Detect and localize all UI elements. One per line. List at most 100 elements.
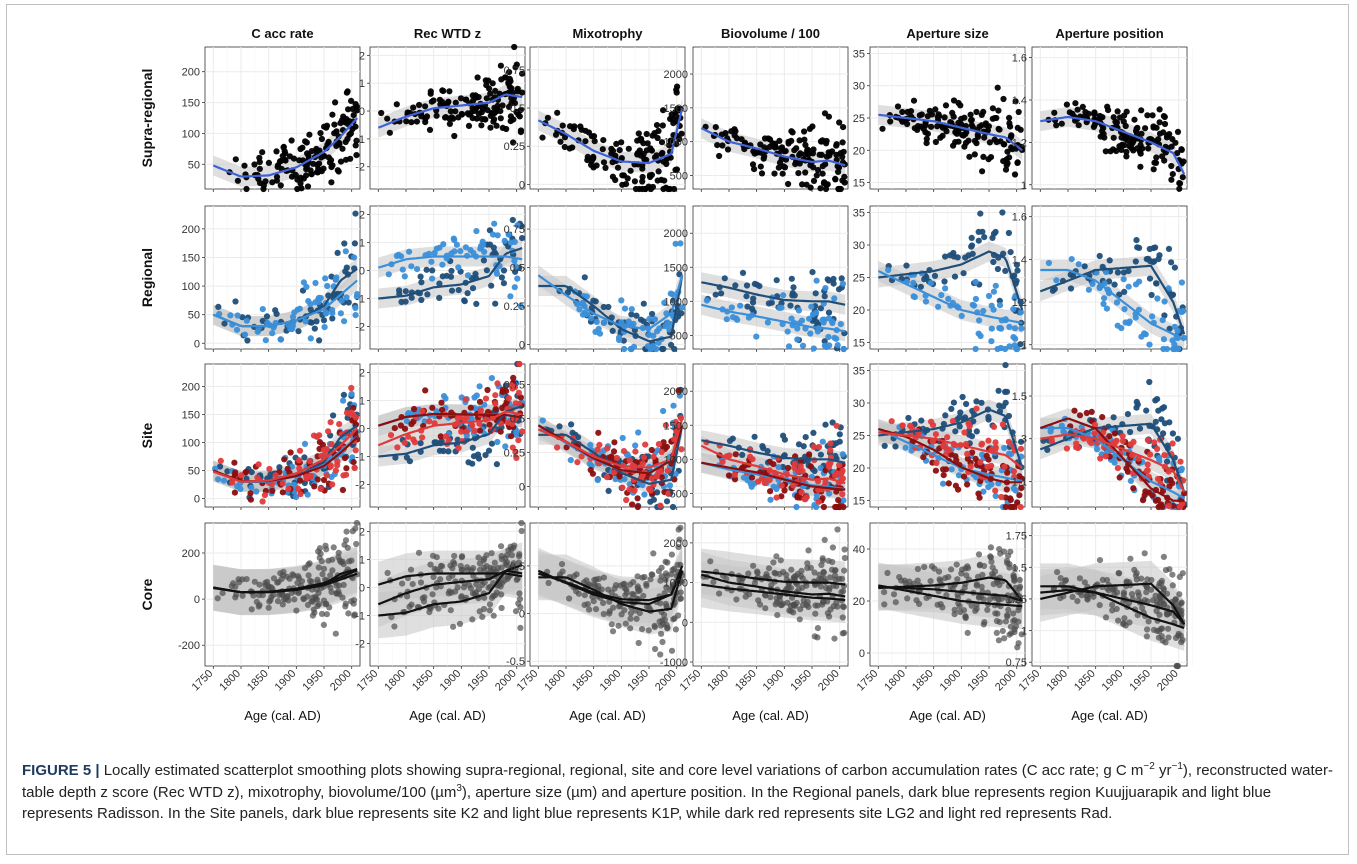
data-point bbox=[663, 584, 670, 591]
x-tick-label: 1750 bbox=[515, 668, 541, 694]
y-tick-label: 0.25 bbox=[504, 141, 525, 153]
data-point bbox=[499, 102, 506, 109]
data-point bbox=[1159, 488, 1166, 495]
data-point bbox=[1161, 120, 1169, 128]
data-point bbox=[463, 96, 470, 103]
data-point bbox=[403, 418, 410, 425]
data-point bbox=[981, 134, 988, 141]
data-point bbox=[971, 151, 978, 158]
data-point bbox=[826, 574, 834, 581]
data-point bbox=[728, 128, 735, 135]
data-point bbox=[605, 303, 612, 311]
data-point bbox=[968, 117, 975, 124]
data-point bbox=[807, 330, 814, 337]
data-point bbox=[345, 106, 352, 113]
data-point bbox=[966, 153, 973, 160]
data-point bbox=[478, 244, 485, 251]
data-point bbox=[1143, 407, 1150, 414]
data-point bbox=[663, 498, 671, 505]
y-tick-label: 20 bbox=[853, 305, 865, 317]
data-point bbox=[414, 266, 421, 273]
data-point bbox=[737, 302, 744, 309]
data-point bbox=[577, 123, 584, 130]
data-point bbox=[403, 118, 410, 125]
data-point bbox=[1119, 437, 1126, 445]
data-point bbox=[964, 450, 971, 457]
data-point bbox=[1107, 148, 1114, 155]
data-point bbox=[310, 432, 318, 439]
data-point bbox=[1149, 258, 1157, 266]
data-point bbox=[450, 235, 457, 242]
y-tick-label: 200 bbox=[182, 381, 200, 393]
data-point bbox=[488, 440, 496, 447]
data-point bbox=[778, 493, 785, 500]
data-point bbox=[339, 486, 346, 494]
data-point bbox=[340, 391, 347, 398]
data-point bbox=[657, 600, 664, 607]
data-point bbox=[353, 103, 360, 110]
data-point bbox=[979, 168, 986, 175]
data-point bbox=[571, 123, 578, 130]
y-tick-label: -2 bbox=[355, 480, 365, 492]
data-point bbox=[884, 569, 891, 577]
data-point bbox=[345, 610, 352, 617]
data-point bbox=[602, 164, 609, 171]
data-point bbox=[1181, 490, 1188, 497]
data-point bbox=[343, 528, 350, 535]
data-point bbox=[822, 185, 830, 193]
x-tick-label: 1800 bbox=[705, 668, 731, 694]
data-point bbox=[668, 551, 676, 558]
data-point bbox=[494, 438, 501, 446]
data-point bbox=[586, 460, 593, 467]
data-point bbox=[395, 251, 402, 258]
data-point bbox=[798, 317, 806, 324]
data-point bbox=[342, 603, 349, 610]
data-point bbox=[1014, 345, 1021, 353]
data-point bbox=[1002, 503, 1009, 511]
data-point bbox=[1012, 98, 1019, 105]
data-point bbox=[1176, 591, 1183, 598]
data-point bbox=[948, 566, 955, 573]
data-point bbox=[473, 581, 480, 588]
loess-line bbox=[212, 117, 359, 178]
row-title: Core bbox=[139, 578, 155, 610]
data-point bbox=[613, 454, 621, 462]
data-point bbox=[600, 159, 608, 166]
data-point bbox=[1135, 589, 1142, 596]
data-point bbox=[840, 588, 847, 595]
y-tick-label: 20 bbox=[853, 463, 865, 475]
data-point bbox=[1114, 269, 1121, 276]
data-point bbox=[718, 290, 725, 297]
data-point bbox=[1003, 557, 1011, 565]
data-point bbox=[1169, 136, 1176, 143]
data-point bbox=[313, 596, 320, 603]
loess-line bbox=[701, 281, 846, 306]
data-point bbox=[620, 337, 627, 344]
data-point bbox=[291, 596, 298, 603]
data-point bbox=[989, 105, 997, 112]
data-point bbox=[1168, 162, 1175, 170]
data-point bbox=[340, 397, 347, 404]
data-point bbox=[892, 443, 899, 450]
data-point bbox=[496, 90, 503, 97]
data-point bbox=[320, 565, 328, 572]
data-point bbox=[1133, 130, 1141, 137]
y-tick-label: 1000 bbox=[664, 578, 688, 590]
data-point bbox=[631, 487, 638, 494]
loess-line bbox=[1039, 264, 1186, 335]
data-point bbox=[320, 476, 328, 484]
data-point bbox=[1156, 119, 1163, 126]
data-point bbox=[765, 565, 773, 572]
data-point bbox=[1143, 256, 1150, 263]
data-point bbox=[279, 152, 286, 160]
data-point bbox=[1012, 487, 1019, 494]
data-point bbox=[1097, 115, 1104, 122]
x-tick-label: 1950 bbox=[300, 668, 326, 694]
data-point bbox=[1161, 298, 1168, 305]
data-point bbox=[1016, 576, 1023, 584]
data-point bbox=[964, 629, 971, 637]
data-point bbox=[316, 337, 323, 344]
loess-line bbox=[378, 247, 523, 300]
data-point bbox=[1012, 335, 1019, 342]
data-point bbox=[253, 488, 260, 495]
